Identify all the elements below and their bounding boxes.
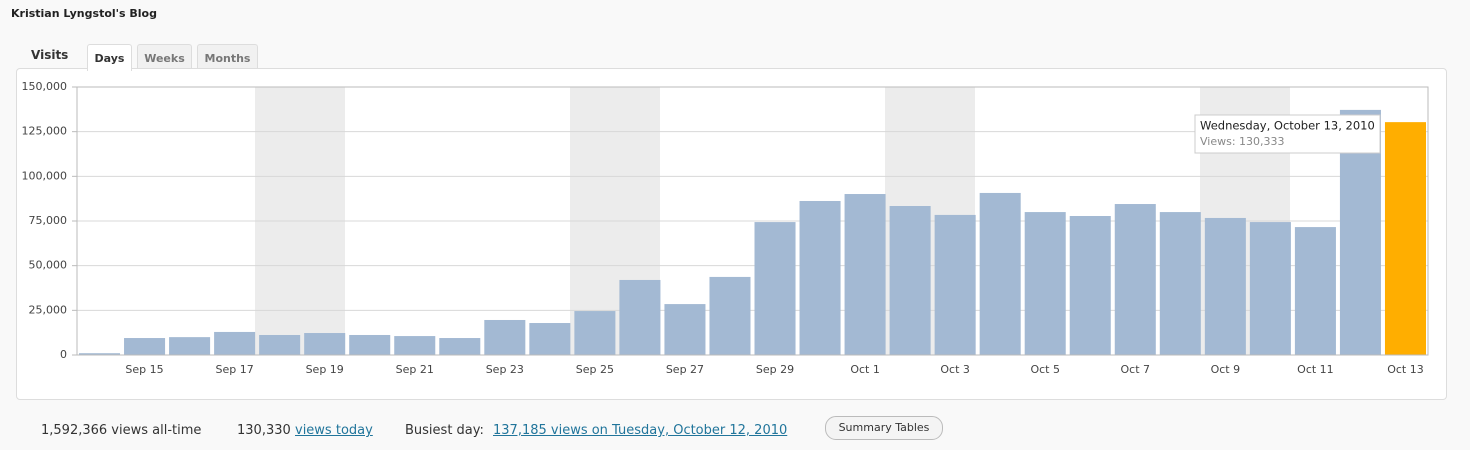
- bar: [349, 334, 391, 355]
- bar: [79, 353, 121, 355]
- bar: [1384, 122, 1426, 356]
- bar: [574, 311, 616, 355]
- plot-frame: [76, 86, 1429, 356]
- bar: [214, 331, 256, 355]
- bar: [664, 304, 706, 355]
- bar: [799, 200, 841, 355]
- bar: [1069, 215, 1111, 355]
- bar: [1249, 222, 1291, 355]
- x-tick-label: Sep 17: [215, 363, 253, 376]
- bar: [709, 276, 751, 355]
- x-tick-label: Sep 25: [576, 363, 614, 376]
- today-count: 130,330: [237, 423, 291, 438]
- x-tick-label: Oct 3: [940, 363, 970, 376]
- bar: [1024, 212, 1066, 355]
- tab[interactable]: Months: [197, 44, 258, 70]
- tooltip-text: Views: 130,333: [1200, 135, 1285, 148]
- tooltip-title: Wednesday, October 13, 2010: [1200, 119, 1375, 133]
- bar: [1204, 217, 1246, 355]
- bar: [259, 334, 301, 355]
- bar: [484, 319, 526, 355]
- x-tick-label: Oct 13: [1387, 363, 1424, 376]
- tab[interactable]: Days: [87, 44, 132, 71]
- y-tick-label: 150,000: [22, 80, 68, 93]
- bar: [979, 192, 1021, 355]
- x-tick-label: Sep 29: [756, 363, 794, 376]
- y-tick-label: 0: [60, 348, 67, 361]
- all-time-views: 1,592,366 views all-time: [41, 423, 202, 438]
- today-link[interactable]: views today: [295, 423, 373, 438]
- bar: [619, 279, 661, 355]
- bar: [844, 194, 886, 355]
- busiest-label: Busiest day:: [405, 423, 484, 438]
- x-tick-label: Oct 7: [1121, 363, 1151, 376]
- x-tick-label: Sep 27: [666, 363, 704, 376]
- busiest-link[interactable]: 137,185 views on Tuesday, October 12, 20…: [493, 423, 788, 438]
- x-tick-label: Oct 11: [1297, 363, 1334, 376]
- y-tick-label: 50,000: [29, 259, 68, 272]
- y-tick-label: 25,000: [29, 303, 68, 316]
- bar: [529, 323, 571, 355]
- bar: [1294, 227, 1336, 355]
- x-tick-label: Sep 21: [396, 363, 434, 376]
- tab-label: Visits: [31, 48, 69, 62]
- tooltip: Wednesday, October 13, 2010 Views: 130,3…: [1194, 114, 1381, 154]
- tooltip-box: [1194, 114, 1381, 154]
- bar: [1159, 212, 1201, 355]
- y-tick-label: 75,000: [29, 214, 68, 227]
- summary-button[interactable]: Summary Tables: [825, 416, 943, 440]
- bar: [889, 205, 931, 355]
- bar: [169, 337, 211, 355]
- x-tick-label: Sep 19: [306, 363, 344, 376]
- bar: [754, 222, 796, 355]
- x-tick-label: Sep 23: [486, 363, 524, 376]
- bar: [934, 214, 976, 355]
- x-tick-label: Oct 9: [1211, 363, 1241, 376]
- y-tick-label: 100,000: [22, 169, 68, 182]
- bar: [124, 338, 166, 355]
- bar: [304, 333, 346, 355]
- x-tick-label: Sep 15: [125, 363, 163, 376]
- bar: [394, 336, 436, 355]
- blog-title: Kristian Lyngstol's Blog: [11, 7, 157, 20]
- tab[interactable]: Weeks: [137, 44, 192, 70]
- y-tick-label: 125,000: [22, 125, 68, 138]
- x-tick-label: Oct 5: [1030, 363, 1060, 376]
- bar: [439, 338, 481, 355]
- bar: [1114, 204, 1156, 355]
- x-tick-label: Oct 1: [850, 363, 880, 376]
